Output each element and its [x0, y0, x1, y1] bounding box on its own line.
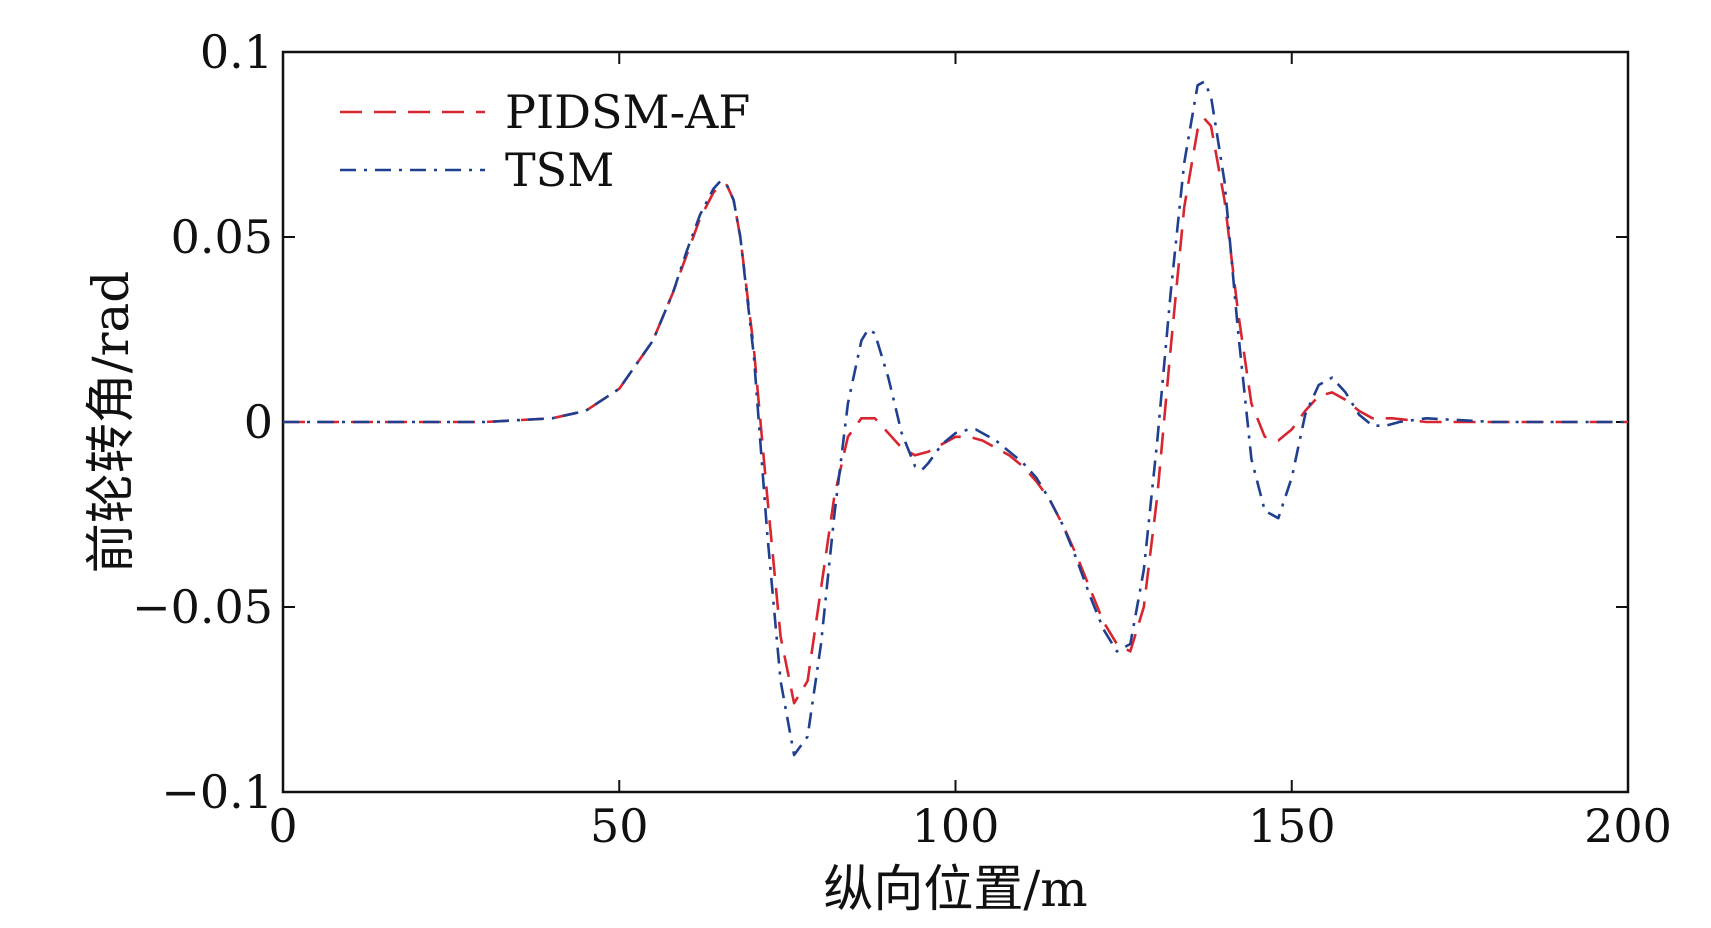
- series-layer: [283, 80, 1628, 757]
- y-tick-label: 0.05: [171, 210, 273, 264]
- x-tick-label: 150: [1248, 799, 1336, 853]
- series-line-1: [283, 80, 1628, 757]
- x-tick-label: 0: [268, 799, 297, 853]
- x-axis-ticks: 0 50 100 150 200: [268, 52, 1672, 853]
- y-axis-title: 前轮转角/rad: [82, 271, 140, 574]
- legend-label: PIDSM-AF: [505, 85, 750, 139]
- x-tick-label: 200: [1584, 799, 1672, 853]
- series-line-0: [283, 117, 1628, 705]
- x-tick-label: 50: [590, 799, 649, 853]
- x-tick-label: 100: [912, 799, 1000, 853]
- legend-label: TSM: [505, 143, 614, 197]
- y-tick-label: 0: [244, 395, 273, 449]
- y-tick-label: −0.1: [161, 765, 273, 819]
- y-tick-label: −0.05: [132, 580, 273, 634]
- y-axis-ticks: −0.1 −0.05 0 0.05 0.1: [132, 25, 1628, 819]
- x-axis-title: 纵向位置/m: [823, 860, 1087, 918]
- y-tick-label: 0.1: [200, 25, 273, 79]
